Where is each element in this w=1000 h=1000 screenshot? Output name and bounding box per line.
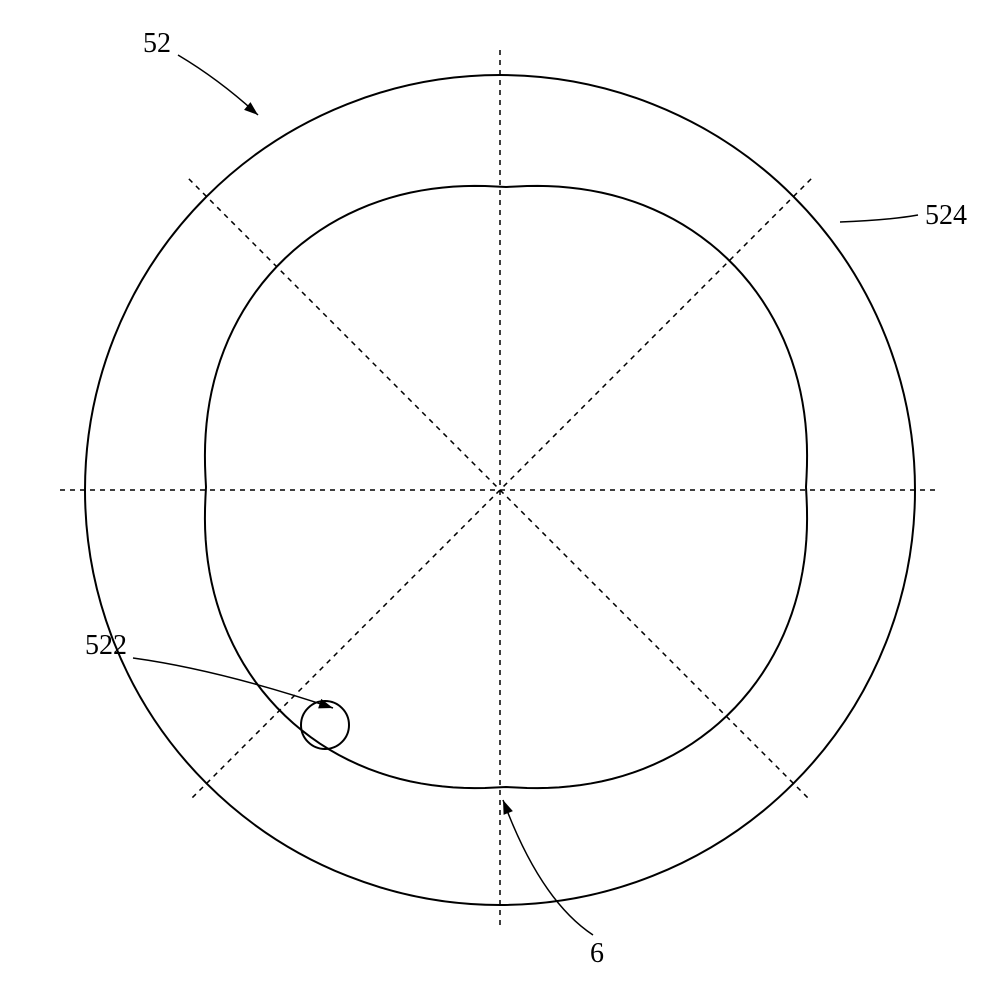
label-6: 6 — [590, 938, 604, 970]
label-522: 522 — [85, 630, 127, 662]
technical-diagram — [0, 0, 1000, 1000]
label-52: 52 — [143, 28, 171, 60]
label-524: 524 — [925, 200, 967, 232]
